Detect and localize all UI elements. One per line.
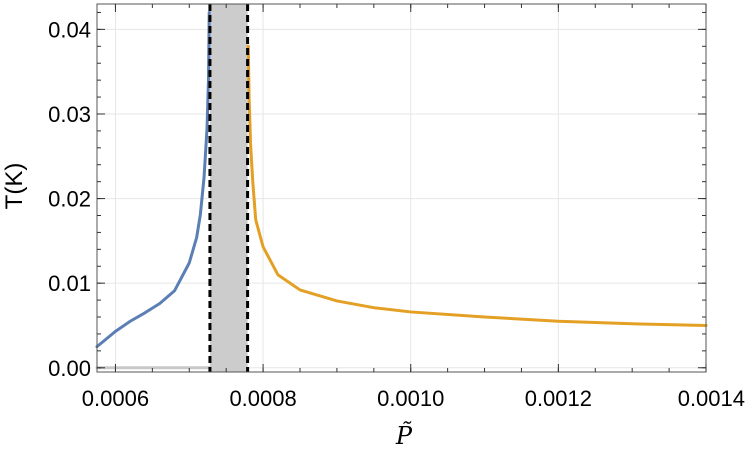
y-tick-label: 0.00 [48,356,91,381]
series-line-1 [246,44,708,327]
y-tick-label: 0.03 [48,102,91,127]
x-tick-label: 0.0012 [525,386,592,411]
region-boundaries [208,4,250,372]
tick-labels: 0.0006 0.0008 0.0010 0.0012 0.0014 0.00 0.01 0.… [48,17,745,411]
x-tick-label: 0.0014 [678,386,745,411]
series-layer [95,10,708,370]
shaded-region [209,4,248,372]
ticks [97,4,707,372]
x-tick-label: 0.0008 [229,386,296,411]
plot-frame [96,3,707,373]
x-tick-label: 0.0006 [82,386,149,411]
x-axis-label: P̃ [395,422,413,450]
y-tick-label: 0.01 [48,271,91,296]
x-tick-label: 0.0010 [377,386,444,411]
grid [97,4,707,372]
y-tick-label: 0.04 [48,17,91,42]
series-line-0 [95,10,211,349]
y-tick-label: 0.02 [48,187,91,212]
y-axis-label: T(K) [1,163,28,210]
